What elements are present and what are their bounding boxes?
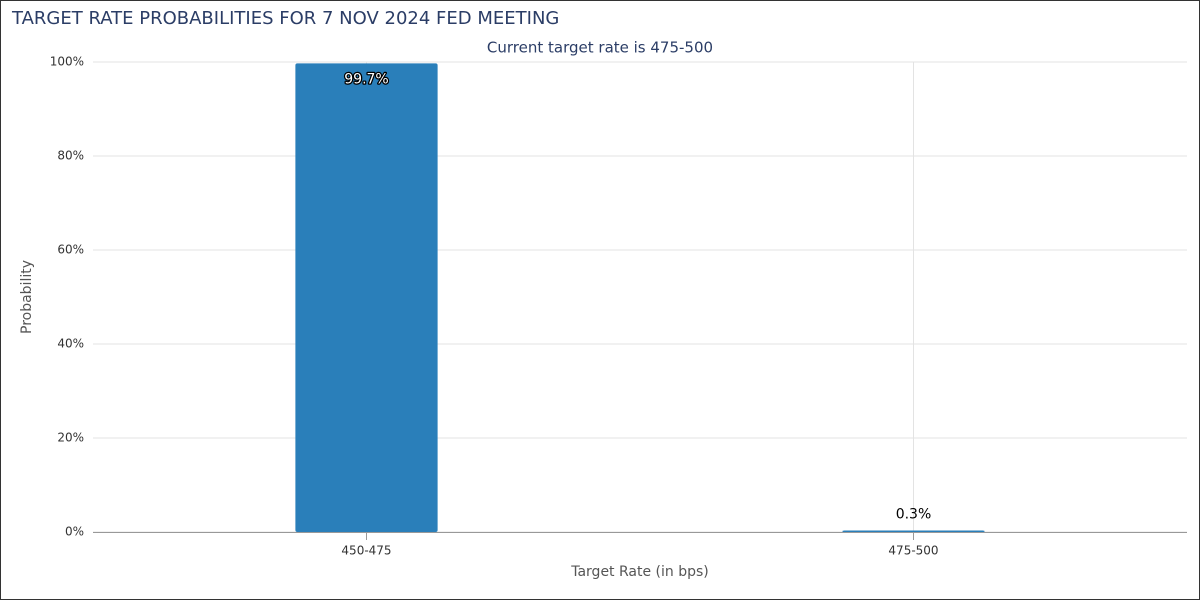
y-tick-label: 40% [57, 337, 84, 351]
y-axis-title: Probability [19, 260, 35, 334]
y-tick-label: 20% [57, 431, 84, 445]
bar [295, 63, 438, 532]
bar [842, 530, 985, 532]
y-tick-label: 80% [57, 149, 84, 163]
y-tick-label: 60% [57, 243, 84, 257]
x-tick-label: 475-500 [888, 544, 938, 558]
y-tick-label: 0% [65, 525, 84, 539]
y-tick-label: 100% [50, 55, 84, 69]
chart-subtitle: Current target rate is 475-500 [487, 39, 713, 57]
chart-title: TARGET RATE PROBABILITIES FOR 7 NOV 2024… [11, 8, 559, 29]
value-label: 99.7% [344, 71, 388, 87]
x-tick-label: 450-475 [341, 544, 391, 558]
x-axis-title: Target Rate (in bps) [570, 564, 709, 580]
value-label: 0.3% [896, 507, 932, 523]
